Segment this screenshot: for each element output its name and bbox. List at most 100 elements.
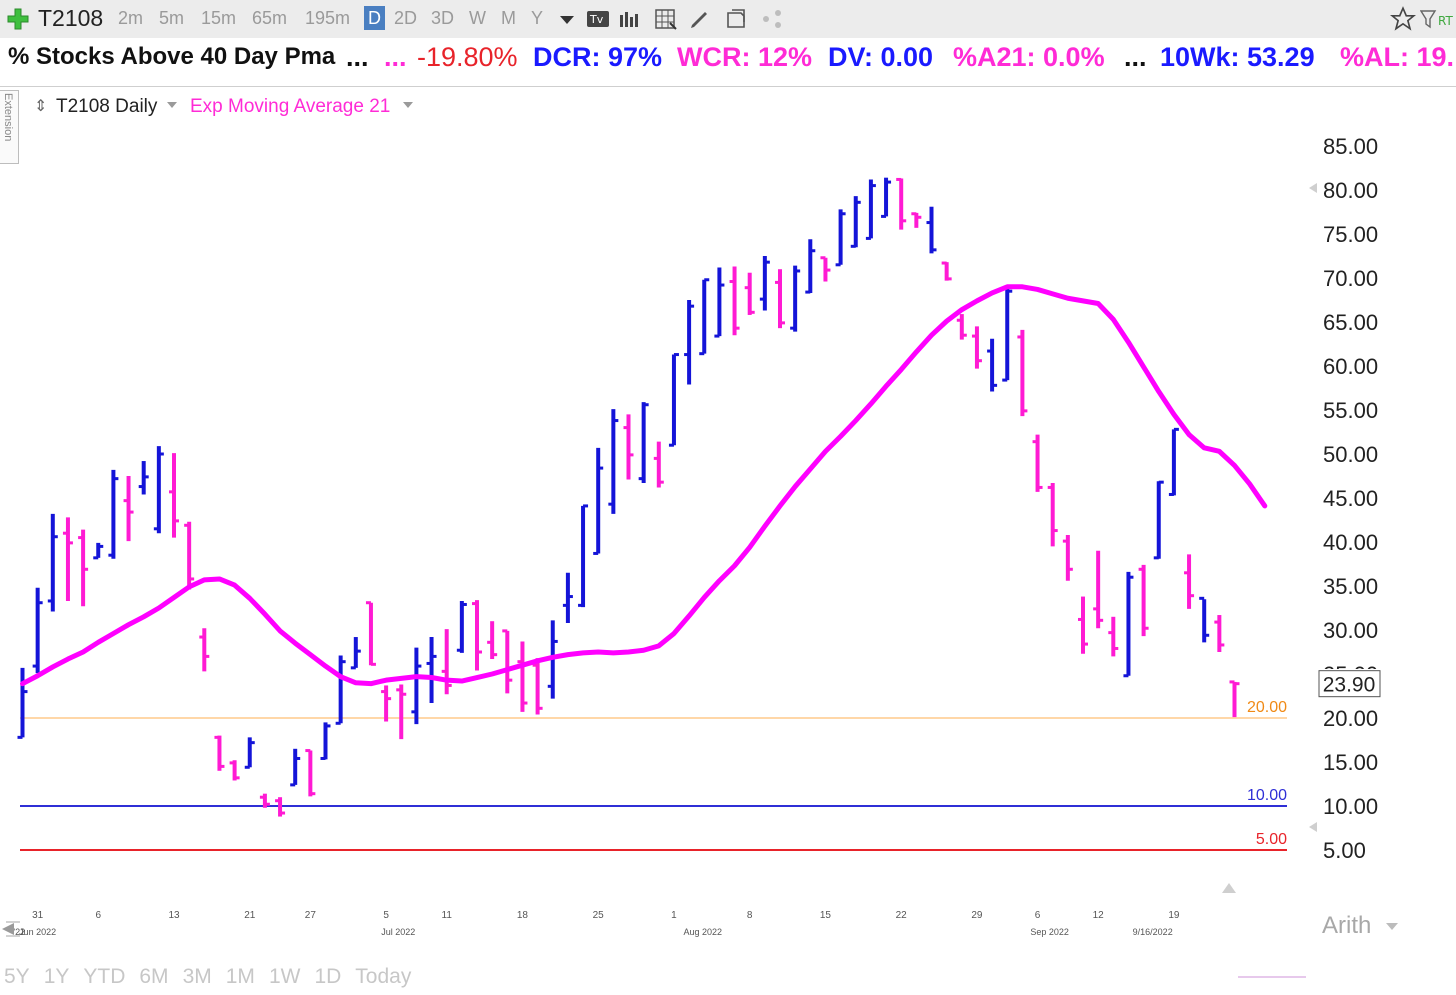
ohlc-bar (320, 722, 331, 760)
range-1d[interactable]: 1D (314, 965, 342, 988)
x-tick-label: 25 (593, 910, 605, 921)
x-month-label: Aug 2022 (683, 927, 722, 937)
y-tick-label: 50.00 (1323, 442, 1378, 467)
y-tick-label: 40.00 (1323, 530, 1378, 555)
interval-d[interactable]: D (364, 6, 385, 30)
y-tick-label: 5.00 (1323, 838, 1366, 863)
interval-3d[interactable]: 3D (431, 8, 455, 28)
interval-15m[interactable]: 15m (201, 8, 237, 28)
ohlc-bar (411, 647, 422, 725)
x-tick-label: 8 (747, 910, 753, 921)
ohlc-bar (290, 748, 301, 787)
wcr-value: WCR: 12% (677, 42, 813, 72)
interval-5m[interactable]: 5m (159, 8, 185, 28)
scroll-left-icon[interactable] (1309, 183, 1317, 193)
y-tick-label: 85.00 (1323, 134, 1378, 159)
symbol-label[interactable]: T2108 (38, 5, 104, 31)
ohlc-bar (532, 658, 543, 715)
x-tick-label: 13 (168, 910, 180, 921)
ohlc-bar (259, 793, 270, 808)
chevron-down-icon[interactable] (167, 102, 177, 108)
plus-icon[interactable] (6, 7, 30, 31)
reference-label: 10.00 (1247, 787, 1287, 804)
reorder-icon[interactable]: ⇕ (34, 98, 48, 115)
range-selector: 5Y 1Y YTD 6M 3M 1M 1W 1D Today (4, 965, 425, 989)
star-icon[interactable] (1390, 6, 1416, 32)
x-tick-label: 12 (1093, 910, 1105, 921)
ohlc-bar (365, 601, 376, 666)
scroll-left-icon[interactable] (2, 923, 14, 935)
dropdown-icon[interactable] (555, 7, 579, 31)
scroll-left-icon[interactable] (1309, 822, 1317, 832)
interval-195m[interactable]: 195m (305, 8, 351, 28)
bar-style-icon[interactable] (618, 7, 642, 31)
ohlc-bar (1168, 427, 1179, 496)
scroll-up-icon[interactable] (1222, 883, 1236, 893)
draw-icon[interactable] (688, 7, 712, 31)
ohlc-bar (184, 521, 195, 590)
ohlc-bar (1047, 483, 1058, 547)
x-tick-label: 6 (1035, 910, 1041, 921)
axis-mode[interactable]: Arith (1322, 912, 1372, 939)
range-ytd[interactable]: YTD (83, 965, 126, 988)
dv-value: DV: 0.00 (828, 42, 934, 72)
x-month-label: Jul 2022 (381, 927, 415, 937)
interval-2d[interactable]: 2D (394, 8, 418, 28)
x-tick-label: 5 (383, 910, 389, 921)
ohlc-bar (820, 256, 831, 282)
interval-w[interactable]: W (469, 8, 486, 28)
wk10-value: 10Wk: 53.29 (1160, 42, 1315, 72)
ohlc-bar (1002, 286, 1013, 382)
ohlc-bar (1078, 596, 1088, 654)
toolbar: T2108 2m 5m 15m 65m 195m D 2D 3D W M Y Tv RT (0, 0, 1456, 39)
x-month-label: 9/16/2022 (1133, 927, 1173, 937)
ohlc-bar (987, 338, 998, 392)
range-3m[interactable]: 3M (182, 965, 212, 988)
chevron-down-icon[interactable] (403, 102, 413, 108)
chart-type-icon[interactable]: Tv (586, 7, 610, 31)
scroll-indicator[interactable] (1238, 976, 1306, 978)
share-icon[interactable] (760, 7, 784, 31)
interval-y[interactable]: Y (531, 8, 544, 28)
range-6m[interactable]: 6M (139, 965, 169, 988)
ohlc-bar (305, 749, 316, 797)
ohlc-bar (638, 402, 649, 484)
ohlc-bar (911, 212, 922, 228)
x-month-label: '22 (13, 927, 25, 937)
chevron-down-icon[interactable] (1386, 923, 1398, 930)
legend-symbol[interactable]: T2108 Daily (56, 96, 158, 117)
ohlc-bar (1032, 434, 1043, 492)
range-1w[interactable]: 1W (268, 965, 301, 988)
ohlc-bar (578, 504, 589, 608)
x-tick-label: 6 (95, 910, 101, 921)
filter-icon[interactable]: RT (1420, 8, 1456, 32)
ema-line (20, 284, 1268, 687)
grid-icon[interactable] (654, 7, 678, 31)
y-tick-label: 20.00 (1323, 706, 1378, 731)
ohlc-bar (62, 517, 73, 601)
ohlc-bar (881, 177, 892, 218)
interval-2m[interactable]: 2m (118, 8, 144, 28)
range-5y[interactable]: 5Y (4, 965, 30, 988)
range-1m[interactable]: 1M (225, 965, 255, 988)
y-tick-label: 30.00 (1323, 618, 1378, 643)
y-tick-label: 75.00 (1323, 222, 1378, 247)
ohlc-bar (1138, 564, 1149, 637)
ohlc-bar (17, 667, 28, 739)
interval-m[interactable]: M (501, 8, 516, 28)
ohlc-bar (93, 542, 104, 560)
notes-icon[interactable] (724, 7, 748, 31)
ohlc-bar (1093, 550, 1104, 629)
interval-65m[interactable]: 65m (252, 8, 288, 28)
price-chart[interactable]: 20.0010.005.0085.0080.0075.0070.0065.006… (0, 86, 1456, 946)
range-1y[interactable]: 1Y (43, 965, 70, 988)
y-tick-label: 45.00 (1323, 486, 1378, 511)
ohlc-bar (805, 239, 816, 294)
x-tick-label: 27 (305, 910, 317, 921)
ohlc-bar (502, 629, 513, 694)
range-today[interactable]: Today (355, 965, 412, 988)
scroll-track-icon (6, 921, 20, 937)
ohlc-bar (381, 685, 392, 722)
legend-ema[interactable]: Exp Moving Average 21 (190, 96, 391, 117)
extension-tab[interactable]: Extension (0, 90, 19, 164)
